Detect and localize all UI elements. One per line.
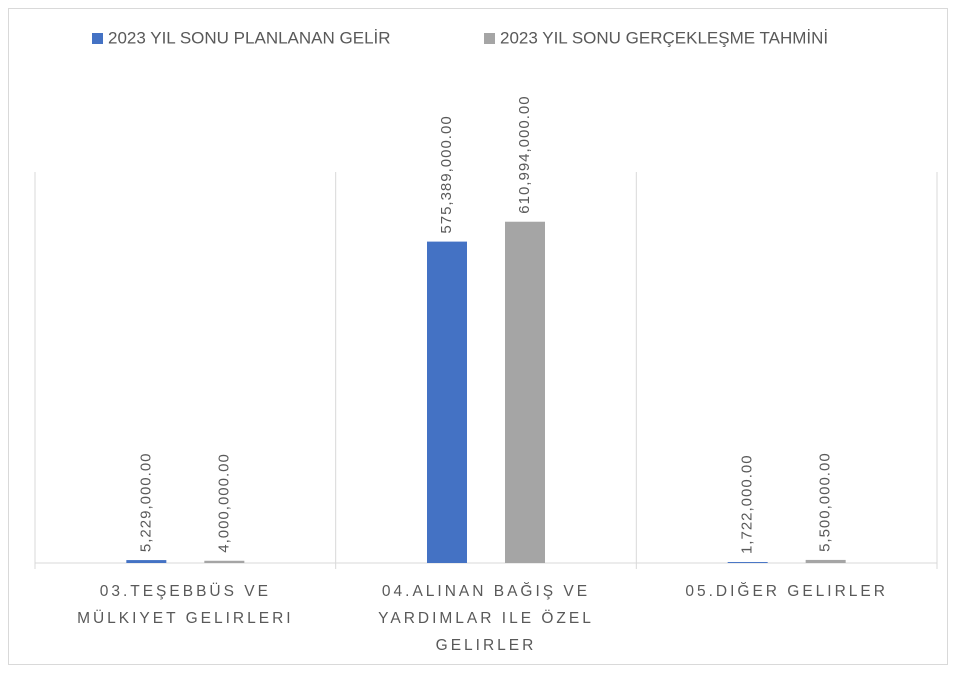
x-tick-label: 05.DIĞER GELIRLER: [685, 583, 888, 600]
legend-swatch: [484, 33, 495, 44]
bar: [126, 560, 167, 563]
bar: [727, 562, 768, 563]
data-label: 610,994,000.00: [516, 95, 533, 213]
bar: [427, 241, 467, 564]
data-label: 5,500,000.00: [817, 452, 834, 552]
x-tick-label: 04.ALINAN BAĞIŞ VE YARDIMLAR ILE ÖZEL GE…: [378, 583, 594, 654]
data-label: 5,229,000.00: [137, 452, 154, 552]
bar: [204, 560, 245, 563]
legend-label: 2023 YIL SONU PLANLANAN GELİR: [108, 28, 391, 47]
data-label: 1,722,000.00: [739, 454, 756, 554]
bar: [805, 559, 846, 563]
x-tick-label: 03.TEŞEBBÜS VE MÜLKIYET GELIRLERI: [77, 583, 294, 627]
data-label: 4,000,000.00: [215, 453, 232, 553]
data-label: 575,389,000.00: [438, 115, 455, 233]
chart-border: [8, 8, 948, 665]
bar: [505, 221, 545, 564]
legend-swatch: [92, 33, 103, 44]
legend-label: 2023 YIL SONU GERÇEKLEŞME TAHMİNİ: [500, 28, 828, 47]
